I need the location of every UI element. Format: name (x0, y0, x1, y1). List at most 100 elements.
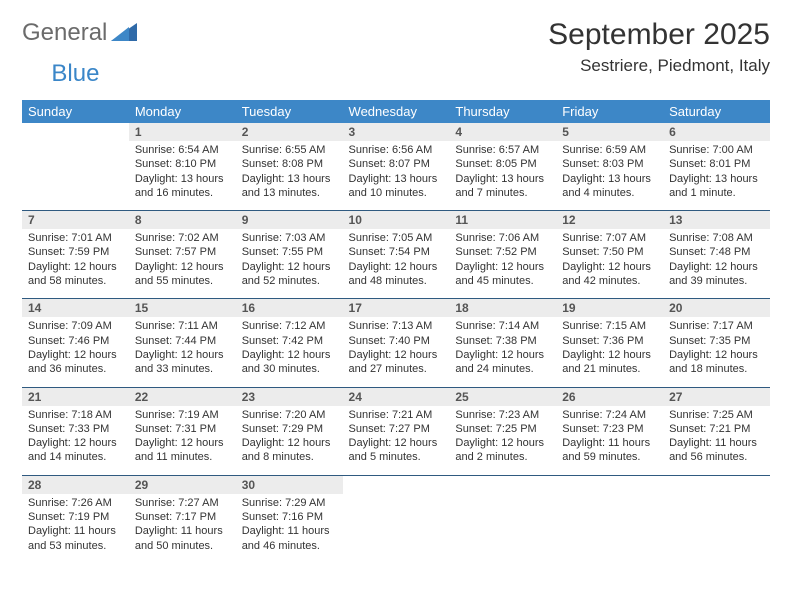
day-detail-line: Sunrise: 6:59 AM (562, 143, 657, 157)
calendar-day-cell: 10Sunrise: 7:05 AMSunset: 7:54 PMDayligh… (343, 211, 450, 299)
day-number: 8 (129, 211, 236, 229)
day-detail-line: and 4 minutes. (562, 186, 657, 200)
day-detail-line: Daylight: 12 hours (28, 348, 123, 362)
day-detail-line: Sunrise: 7:03 AM (242, 231, 337, 245)
day-details: Sunrise: 7:11 AMSunset: 7:44 PMDaylight:… (129, 317, 236, 386)
day-detail-line: Daylight: 12 hours (349, 436, 444, 450)
weekday-header: Saturday (663, 100, 770, 123)
day-detail-line: Daylight: 12 hours (562, 348, 657, 362)
day-details: Sunrise: 7:06 AMSunset: 7:52 PMDaylight:… (449, 229, 556, 298)
day-details: Sunrise: 7:07 AMSunset: 7:50 PMDaylight:… (556, 229, 663, 298)
day-detail-line: and 48 minutes. (349, 274, 444, 288)
day-details: Sunrise: 7:25 AMSunset: 7:21 PMDaylight:… (663, 406, 770, 475)
day-detail-line: Sunrise: 7:17 AM (669, 319, 764, 333)
day-detail-line: and 58 minutes. (28, 274, 123, 288)
day-detail-line: Daylight: 12 hours (135, 436, 230, 450)
day-detail-line: Sunrise: 6:56 AM (349, 143, 444, 157)
day-detail-line: Sunset: 7:57 PM (135, 245, 230, 259)
day-detail-line: and 39 minutes. (669, 274, 764, 288)
day-detail-line: and 7 minutes. (455, 186, 550, 200)
day-detail-line: Sunrise: 7:06 AM (455, 231, 550, 245)
day-number: 11 (449, 211, 556, 229)
day-detail-line: Sunrise: 7:12 AM (242, 319, 337, 333)
day-detail-line: Sunrise: 7:18 AM (28, 408, 123, 422)
day-detail-line: and 10 minutes. (349, 186, 444, 200)
day-detail-line: Sunrise: 7:15 AM (562, 319, 657, 333)
calendar-day-cell: 14Sunrise: 7:09 AMSunset: 7:46 PMDayligh… (22, 299, 129, 387)
day-detail-line: Sunrise: 7:27 AM (135, 496, 230, 510)
location-subtitle: Sestriere, Piedmont, Italy (548, 56, 770, 76)
day-detail-line: and 42 minutes. (562, 274, 657, 288)
calendar-week-row: 14Sunrise: 7:09 AMSunset: 7:46 PMDayligh… (22, 299, 770, 387)
calendar-day-cell: 8Sunrise: 7:02 AMSunset: 7:57 PMDaylight… (129, 211, 236, 299)
day-detail-line: Sunset: 7:59 PM (28, 245, 123, 259)
day-number: 23 (236, 388, 343, 406)
calendar-day-cell: 3Sunrise: 6:56 AMSunset: 8:07 PMDaylight… (343, 123, 450, 211)
day-detail-line: Sunset: 7:55 PM (242, 245, 337, 259)
day-detail-line: Sunset: 8:08 PM (242, 157, 337, 171)
calendar-day-cell: 12Sunrise: 7:07 AMSunset: 7:50 PMDayligh… (556, 211, 663, 299)
day-detail-line: Sunset: 7:19 PM (28, 510, 123, 524)
day-detail-line: Sunset: 7:35 PM (669, 334, 764, 348)
day-detail-line: and 5 minutes. (349, 450, 444, 464)
month-title: September 2025 (548, 18, 770, 52)
calendar-day-cell: 4Sunrise: 6:57 AMSunset: 8:05 PMDaylight… (449, 123, 556, 211)
day-detail-line: Sunrise: 7:01 AM (28, 231, 123, 245)
day-detail-line: Sunset: 8:03 PM (562, 157, 657, 171)
day-detail-line: Sunset: 7:52 PM (455, 245, 550, 259)
day-details: Sunrise: 7:09 AMSunset: 7:46 PMDaylight:… (22, 317, 129, 386)
day-number: 12 (556, 211, 663, 229)
day-detail-line: Sunrise: 6:57 AM (455, 143, 550, 157)
day-detail-line: Sunrise: 7:26 AM (28, 496, 123, 510)
day-detail-line: and 46 minutes. (242, 539, 337, 553)
calendar-day-cell: 18Sunrise: 7:14 AMSunset: 7:38 PMDayligh… (449, 299, 556, 387)
day-details: Sunrise: 7:19 AMSunset: 7:31 PMDaylight:… (129, 406, 236, 475)
day-details: Sunrise: 7:21 AMSunset: 7:27 PMDaylight:… (343, 406, 450, 475)
day-detail-line: and 13 minutes. (242, 186, 337, 200)
day-details: Sunrise: 7:00 AMSunset: 8:01 PMDaylight:… (663, 141, 770, 210)
day-detail-line: and 18 minutes. (669, 362, 764, 376)
calendar-day-cell (556, 475, 663, 563)
day-detail-line: Sunrise: 7:21 AM (349, 408, 444, 422)
calendar-day-cell: 19Sunrise: 7:15 AMSunset: 7:36 PMDayligh… (556, 299, 663, 387)
day-detail-line: Sunset: 7:46 PM (28, 334, 123, 348)
day-detail-line: and 16 minutes. (135, 186, 230, 200)
calendar-header: Sunday Monday Tuesday Wednesday Thursday… (22, 100, 770, 123)
day-detail-line: Sunset: 7:36 PM (562, 334, 657, 348)
calendar-day-cell: 25Sunrise: 7:23 AMSunset: 7:25 PMDayligh… (449, 387, 556, 475)
day-detail-line: Sunrise: 7:08 AM (669, 231, 764, 245)
day-detail-line: Daylight: 12 hours (135, 348, 230, 362)
calendar-day-cell (22, 123, 129, 211)
calendar-day-cell: 22Sunrise: 7:19 AMSunset: 7:31 PMDayligh… (129, 387, 236, 475)
day-detail-line: Daylight: 13 hours (562, 172, 657, 186)
day-detail-line: Daylight: 11 hours (669, 436, 764, 450)
weekday-header: Wednesday (343, 100, 450, 123)
calendar-day-cell: 26Sunrise: 7:24 AMSunset: 7:23 PMDayligh… (556, 387, 663, 475)
day-number: 19 (556, 299, 663, 317)
day-detail-line: Sunrise: 7:29 AM (242, 496, 337, 510)
day-detail-line: and 52 minutes. (242, 274, 337, 288)
day-detail-line: Sunset: 8:10 PM (135, 157, 230, 171)
calendar-day-cell: 6Sunrise: 7:00 AMSunset: 8:01 PMDaylight… (663, 123, 770, 211)
day-number: 14 (22, 299, 129, 317)
day-detail-line: Sunset: 7:38 PM (455, 334, 550, 348)
weekday-header: Thursday (449, 100, 556, 123)
day-details: Sunrise: 7:24 AMSunset: 7:23 PMDaylight:… (556, 406, 663, 475)
day-detail-line: and 27 minutes. (349, 362, 444, 376)
calendar-day-cell: 16Sunrise: 7:12 AMSunset: 7:42 PMDayligh… (236, 299, 343, 387)
day-details: Sunrise: 7:15 AMSunset: 7:36 PMDaylight:… (556, 317, 663, 386)
brand-triangle-icon (111, 20, 137, 48)
weekday-header: Friday (556, 100, 663, 123)
calendar-day-cell: 17Sunrise: 7:13 AMSunset: 7:40 PMDayligh… (343, 299, 450, 387)
day-details: Sunrise: 7:18 AMSunset: 7:33 PMDaylight:… (22, 406, 129, 475)
day-detail-line: Daylight: 11 hours (28, 524, 123, 538)
day-number: 7 (22, 211, 129, 229)
day-detail-line: Sunset: 7:17 PM (135, 510, 230, 524)
day-detail-line: Daylight: 12 hours (242, 436, 337, 450)
day-detail-line: Sunrise: 7:05 AM (349, 231, 444, 245)
day-detail-line: and 36 minutes. (28, 362, 123, 376)
day-detail-line: and 55 minutes. (135, 274, 230, 288)
day-number: 18 (449, 299, 556, 317)
day-number: 28 (22, 476, 129, 494)
day-number: 30 (236, 476, 343, 494)
